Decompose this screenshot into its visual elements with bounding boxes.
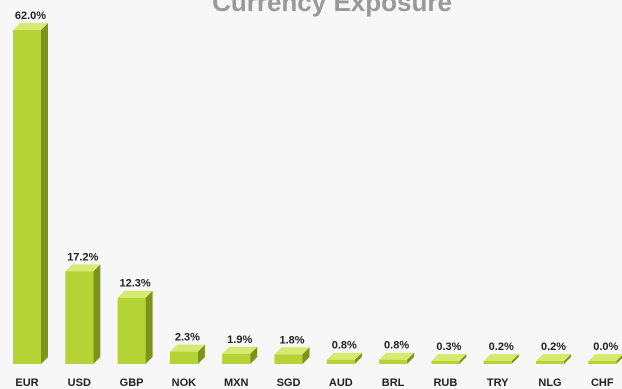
- bar-side-try: [511, 354, 519, 364]
- tick-label-mxn: MXN: [224, 377, 249, 389]
- value-label-chf: 0.0%: [593, 341, 618, 353]
- value-label-rub: 0.3%: [436, 341, 461, 353]
- chart-title: Currency Exposure: [212, 0, 452, 17]
- bar-front-nok: [169, 351, 198, 364]
- bar-front-try: [483, 361, 512, 364]
- bar-top-nlg: [536, 354, 571, 361]
- bar-front-eur: [13, 30, 41, 364]
- tick-label-nok: NOK: [172, 377, 197, 389]
- tick-label-brl: BRL: [382, 377, 405, 389]
- bar-side-mxn: [250, 346, 258, 364]
- tick-label-usd: USD: [68, 377, 91, 389]
- bar-sgd: [274, 347, 310, 364]
- bar-front-brl: [379, 359, 408, 364]
- bar-side-aud: [354, 352, 362, 364]
- bar-front-rub: [431, 361, 460, 364]
- tick-label-rub: RUB: [433, 377, 457, 389]
- value-label-nlg: 0.2%: [541, 341, 566, 353]
- bar-top-aud: [326, 352, 362, 360]
- bar-side-nlg: [564, 354, 571, 364]
- value-labels-group: 62.0% 17.2% 12.3% 2.3% 1.9% 1.8% 0.8% 0.8% 0.3% 0…: [15, 10, 619, 353]
- bar-side-usd: [93, 264, 101, 364]
- bar-gbp: [117, 290, 153, 364]
- tick-label-eur: EUR: [15, 377, 38, 389]
- bar-side-chf: [616, 355, 622, 364]
- bar-front-usd: [65, 271, 94, 364]
- value-label-sgd: 1.8%: [279, 334, 304, 346]
- bar-top-nok: [169, 344, 205, 352]
- bar-front-mxn: [222, 353, 251, 364]
- bar-nlg: [536, 354, 571, 364]
- value-label-try: 0.2%: [489, 341, 514, 353]
- tick-label-try: TRY: [487, 377, 509, 389]
- bar-side-nok: [197, 344, 205, 364]
- bar-top-try: [483, 354, 519, 361]
- tick-label-aud: AUD: [329, 377, 353, 389]
- value-label-gbp: 12.3%: [119, 278, 150, 290]
- bar-side-eur: [41, 23, 48, 364]
- bar-side-sgd: [302, 347, 310, 364]
- value-label-nok: 2.3%: [175, 332, 200, 344]
- value-label-aud: 0.8%: [332, 340, 357, 352]
- bar-side-rub: [459, 354, 467, 364]
- bar-chf: [588, 354, 622, 364]
- bar-side-gbp: [145, 290, 153, 364]
- bar-top-eur: [13, 23, 48, 30]
- tick-label-chf: CHF: [591, 377, 614, 389]
- bar-front-nlg: [536, 361, 564, 364]
- value-label-brl: 0.8%: [384, 340, 409, 352]
- bar-aud: [326, 352, 362, 364]
- value-label-eur: 62.0%: [15, 10, 46, 22]
- bar-front-gbp: [117, 297, 146, 364]
- bar-usd: [65, 264, 101, 364]
- bar-top-sgd: [274, 347, 310, 355]
- value-label-usd: 17.2%: [67, 251, 98, 263]
- bar-try: [483, 354, 519, 364]
- bar-eur: [13, 23, 48, 364]
- bar-top-chf: [588, 354, 622, 361]
- tick-labels-group: EUR USD GBP NOK MXN SGD AUD BRL RUB TRY NLG CHF: [15, 377, 614, 389]
- bar-top-rub: [431, 354, 467, 361]
- bars-group: [13, 23, 622, 364]
- bar-top-usd: [65, 264, 101, 272]
- bar-side-brl: [407, 352, 415, 364]
- value-label-mxn: 1.9%: [227, 334, 252, 346]
- bar-rub: [431, 354, 467, 364]
- bar-front-chf: [588, 361, 617, 364]
- bar-top-mxn: [222, 346, 258, 354]
- bar-nok: [169, 344, 205, 364]
- bar-top-gbp: [117, 290, 153, 298]
- bar-brl: [379, 352, 415, 364]
- bar-mxn: [222, 346, 258, 364]
- bar-front-sgd: [274, 354, 303, 364]
- bar-top-brl: [379, 352, 415, 360]
- tick-label-nlg: NLG: [538, 377, 561, 389]
- tick-label-gbp: GBP: [120, 377, 144, 389]
- bar-front-aud: [326, 359, 355, 364]
- tick-label-sgd: SGD: [277, 377, 301, 389]
